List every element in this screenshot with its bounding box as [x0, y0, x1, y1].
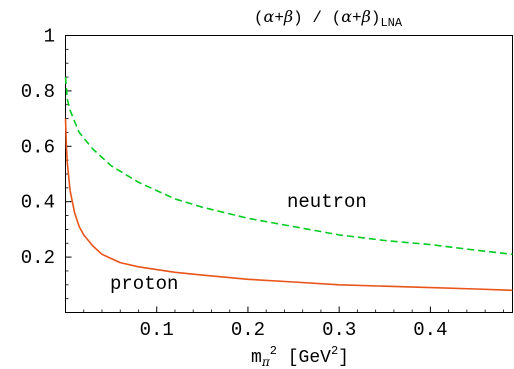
y-tick-label: 0.6 — [21, 136, 55, 158]
x-tick-label: 0.3 — [322, 319, 356, 341]
x-axis-label: mπ2 [GeV2] — [251, 344, 349, 369]
y-tick-label: 0.4 — [21, 192, 55, 214]
x-tick-label: 0.1 — [140, 319, 174, 341]
y-tick-label: 1 — [44, 26, 55, 48]
x-tick-label: 0.2 — [231, 319, 265, 341]
plot-frame — [65, 35, 513, 313]
series-label-neutron: neutron — [287, 191, 367, 213]
series-line-proton — [64, 118, 513, 292]
y-tick-label: 0.8 — [21, 81, 55, 103]
y-tick-label: 0.2 — [21, 247, 55, 269]
series-label-proton: proton — [110, 273, 178, 295]
series-lines — [64, 77, 513, 292]
axis-ticks: 0.1 0.2 0.3 0.4 0.2 0.4 0.6 0.8 1 — [21, 26, 504, 341]
x-tick-label: 0.4 — [413, 319, 447, 341]
series-line-neutron — [64, 77, 513, 256]
chart-title: (α+β) / (α+β)LNA — [254, 7, 403, 30]
